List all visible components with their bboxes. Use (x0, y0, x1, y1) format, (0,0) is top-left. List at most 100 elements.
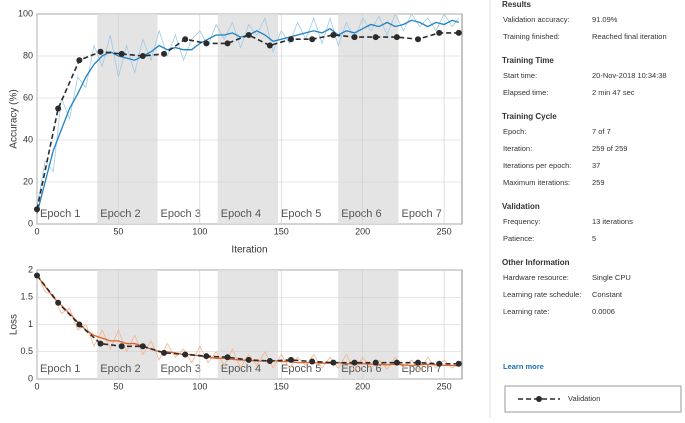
series-line (36, 12, 460, 208)
section-title: Training Time (502, 56, 554, 65)
validation-point (288, 356, 295, 363)
x-tick-label: 100 (192, 381, 207, 391)
validation-point (139, 53, 146, 59)
epoch-label: Epoch 4 (221, 208, 261, 220)
info-label: Epoch: (503, 127, 526, 136)
info-label: Iterations per epoch: (503, 161, 571, 170)
x-tick-label: 200 (355, 381, 370, 391)
validation-point (330, 32, 337, 38)
y-tick-label: 40 (23, 134, 33, 144)
validation-point (55, 299, 62, 306)
validation-point (393, 34, 400, 41)
info-value: Constant (592, 290, 623, 299)
y-tick-label: 60 (23, 92, 33, 102)
epoch-label: Epoch 3 (160, 363, 200, 375)
info-value: 5 (592, 234, 596, 243)
legend-marker (536, 396, 542, 402)
section-title: Validation (502, 202, 540, 211)
validation-point (97, 340, 104, 347)
x-tick-label: 200 (355, 226, 370, 236)
legend-label: Validation (568, 394, 600, 403)
y-tick-label: 80 (23, 50, 33, 60)
x-tick-label: 150 (274, 226, 289, 236)
y-tick-label: 1.5 (20, 292, 33, 302)
validation-point (182, 351, 189, 358)
validation-point (415, 36, 422, 43)
epoch-label: Epoch 6 (341, 363, 381, 375)
x-tick-label: 250 (437, 226, 452, 236)
validation-point (161, 349, 168, 356)
validation-point (455, 29, 462, 36)
info-label: Learning rate schedule: (503, 290, 581, 299)
y-tick-label: 1 (28, 319, 33, 329)
info-value: 259 of 259 (592, 144, 627, 153)
epoch-band (217, 14, 278, 224)
validation-point (266, 42, 273, 49)
validation-point (182, 36, 189, 43)
x-axis-label: Iteration (231, 245, 267, 256)
y-tick-label: 0 (28, 373, 33, 383)
validation-point (288, 36, 295, 43)
validation-point (245, 32, 252, 38)
validation-point (309, 358, 316, 365)
x-tick-label: 50 (113, 226, 123, 236)
info-value: 13 iterations (592, 217, 633, 226)
epoch-label: Epoch 6 (341, 208, 381, 220)
y-tick-label: 20 (23, 176, 33, 186)
info-value: 37 (592, 161, 600, 170)
validation-point (139, 343, 146, 350)
validation-point (224, 354, 231, 361)
info-label: Elapsed time: (503, 88, 548, 97)
x-tick-label: 250 (437, 381, 452, 391)
validation-point (224, 40, 231, 47)
info-label: Iteration: (503, 144, 532, 153)
section-title: Results (502, 0, 531, 9)
epoch-band (338, 14, 399, 224)
validation-point (34, 206, 40, 213)
legend-box (504, 385, 682, 413)
validation-point (393, 359, 400, 366)
learn-more-link[interactable]: Learn more (503, 362, 544, 371)
info-label: Hardware resource: (503, 273, 569, 282)
epoch-label: Epoch 5 (281, 208, 321, 220)
validation-point (203, 353, 210, 360)
epoch-label: Epoch 3 (160, 208, 200, 220)
info-label: Frequency: (503, 217, 541, 226)
info-value: 20-Nov-2018 10:34:38 (592, 71, 667, 80)
validation-point (436, 360, 443, 367)
y-tick-label: 2 (28, 264, 33, 274)
validation-point (55, 105, 62, 112)
validation-point (415, 359, 422, 366)
section-title: Training Cycle (502, 112, 557, 121)
validation-point (436, 29, 443, 36)
x-tick-label: 150 (274, 381, 289, 391)
epoch-label: Epoch 2 (100, 208, 140, 220)
info-label: Start time: (503, 71, 537, 80)
info-value: 2 min 47 sec (592, 88, 635, 97)
validation-point (330, 359, 337, 366)
x-tick-label: 0 (34, 226, 39, 236)
validation-point (118, 343, 125, 350)
validation-point (372, 359, 379, 366)
info-value: Reached final iteration (592, 32, 667, 41)
info-value: 7 of 7 (592, 127, 611, 136)
epoch-band (97, 14, 158, 224)
validation-point (203, 40, 210, 47)
epoch-label: Epoch 2 (100, 363, 140, 375)
y-axis-label: Accuracy (%) (9, 89, 20, 148)
x-tick-label: 0 (34, 381, 39, 391)
validation-point (372, 34, 379, 41)
epoch-label: Epoch 1 (40, 363, 80, 375)
info-label: Patience: (503, 234, 534, 243)
validation-point (245, 356, 252, 363)
validation-point (351, 34, 358, 41)
validation-point (76, 321, 83, 328)
info-value: 259 (592, 178, 605, 187)
info-label: Training finished: (503, 32, 560, 41)
info-label: Learning rate: (503, 307, 549, 316)
info-value: Single CPU (592, 273, 631, 282)
validation-point (266, 358, 273, 365)
validation-point (455, 360, 462, 367)
y-tick-label: 0.5 (20, 346, 33, 356)
